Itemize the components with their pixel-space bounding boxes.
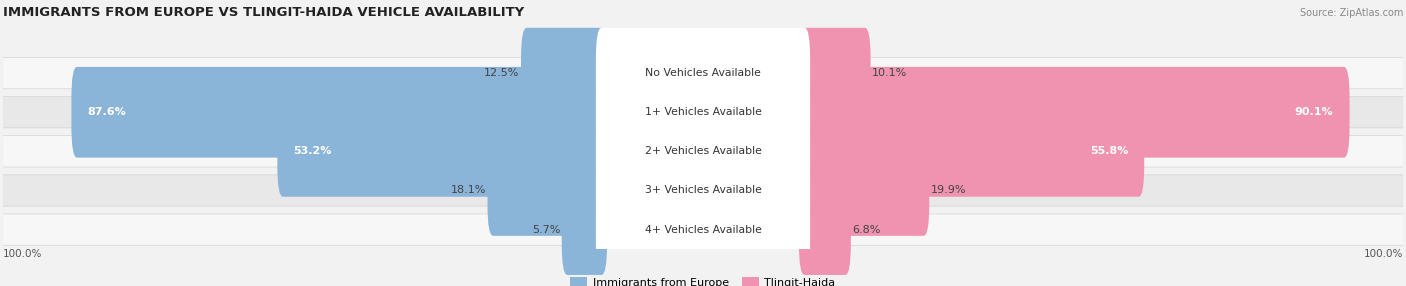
FancyBboxPatch shape [596,184,810,275]
Text: IMMIGRANTS FROM EUROPE VS TLINGIT-HAIDA VEHICLE AVAILABILITY: IMMIGRANTS FROM EUROPE VS TLINGIT-HAIDA … [3,6,524,19]
FancyBboxPatch shape [3,175,1403,206]
Text: Source: ZipAtlas.com: Source: ZipAtlas.com [1301,7,1403,17]
Text: 12.5%: 12.5% [484,68,520,78]
FancyBboxPatch shape [3,214,1403,245]
FancyBboxPatch shape [3,57,1403,89]
Text: 1+ Vehicles Available: 1+ Vehicles Available [644,107,762,117]
FancyBboxPatch shape [596,106,810,197]
Text: 87.6%: 87.6% [87,107,127,117]
FancyBboxPatch shape [799,184,851,275]
FancyBboxPatch shape [3,136,1403,167]
FancyBboxPatch shape [562,184,607,275]
FancyBboxPatch shape [522,28,607,118]
Text: 10.1%: 10.1% [872,68,907,78]
FancyBboxPatch shape [596,28,810,118]
FancyBboxPatch shape [72,67,607,158]
Text: 5.7%: 5.7% [531,225,561,235]
Text: 90.1%: 90.1% [1295,107,1333,117]
Text: 6.8%: 6.8% [852,225,880,235]
FancyBboxPatch shape [277,106,607,197]
Text: 2+ Vehicles Available: 2+ Vehicles Available [644,146,762,156]
Text: 100.0%: 100.0% [3,249,42,259]
Text: No Vehicles Available: No Vehicles Available [645,68,761,78]
FancyBboxPatch shape [799,67,1350,158]
Text: 4+ Vehicles Available: 4+ Vehicles Available [644,225,762,235]
FancyBboxPatch shape [799,28,870,118]
Text: 53.2%: 53.2% [294,146,332,156]
Text: 100.0%: 100.0% [1364,249,1403,259]
Text: 3+ Vehicles Available: 3+ Vehicles Available [644,186,762,195]
Text: 18.1%: 18.1% [451,186,486,195]
Text: 19.9%: 19.9% [931,186,966,195]
Legend: Immigrants from Europe, Tlingit-Haida: Immigrants from Europe, Tlingit-Haida [571,277,835,286]
FancyBboxPatch shape [596,145,810,236]
FancyBboxPatch shape [488,145,607,236]
FancyBboxPatch shape [799,145,929,236]
FancyBboxPatch shape [596,67,810,158]
Text: 55.8%: 55.8% [1090,146,1128,156]
FancyBboxPatch shape [799,106,1144,197]
FancyBboxPatch shape [3,97,1403,128]
